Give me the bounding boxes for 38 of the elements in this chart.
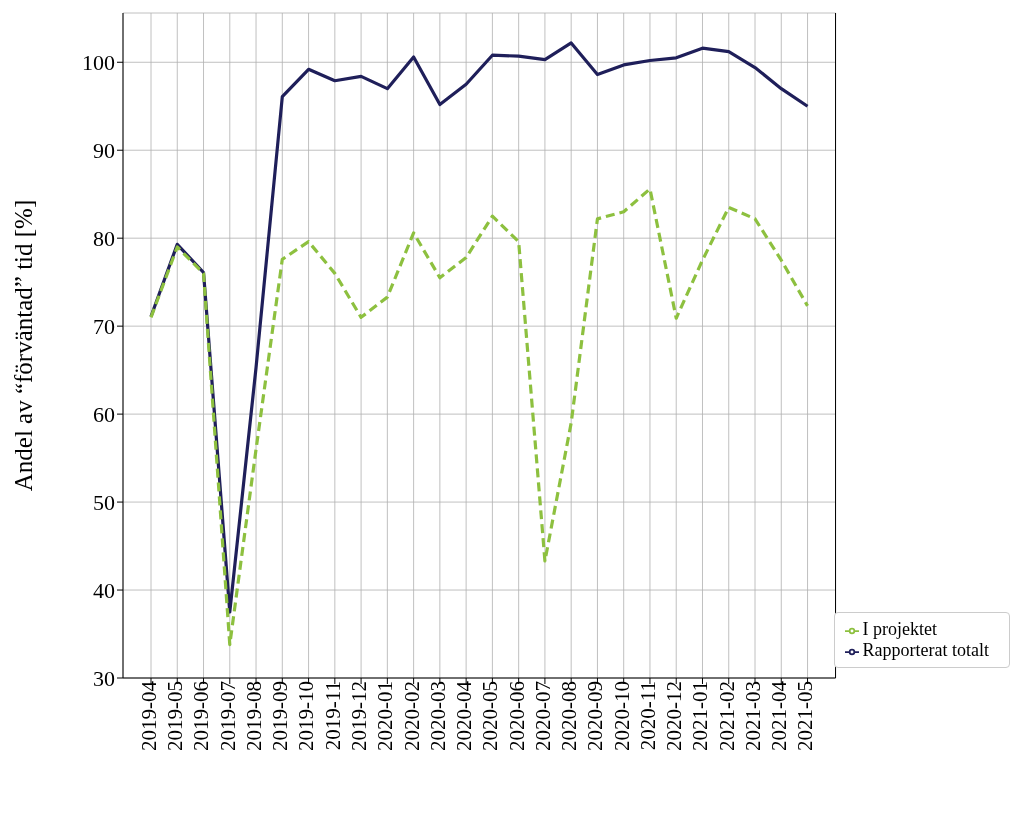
legend-label: Rapporterat totalt [862, 640, 989, 660]
x-tick-label: 2019-04 [136, 680, 161, 751]
y-tick-label: 60 [93, 401, 115, 427]
x-tick-label: 2019-09 [268, 681, 293, 751]
y-tick-label: 40 [93, 577, 115, 603]
x-tick-label: 2021-02 [714, 681, 739, 751]
x-tick-label: 2020-07 [530, 681, 555, 751]
x-tick-label: 2019-07 [215, 681, 240, 751]
x-tick-label: 2020-12 [662, 681, 687, 751]
y-tick-label: 30 [93, 665, 115, 691]
x-tick-label: 2021-01 [688, 681, 713, 751]
x-tick-label: 2020-04 [452, 680, 477, 751]
x-tick-label: 2019-10 [294, 681, 319, 751]
x-tick-label: 2020-10 [609, 681, 634, 751]
x-tick-label: 2020-01 [373, 681, 398, 751]
x-tick-label: 2021-05 [793, 681, 818, 751]
legend-label: I projektet [862, 619, 938, 639]
line-series [149, 187, 810, 647]
x-tick-label: 2020-11 [635, 681, 660, 751]
x-tick-label: 2020-09 [583, 681, 608, 751]
y-tick-label: 50 [93, 489, 115, 515]
x-tick-label: 2019-06 [189, 681, 214, 751]
y-tick-label: 90 [93, 138, 115, 164]
x-tick-label: 2021-04 [767, 680, 792, 751]
x-tick-label: 2019-12 [347, 681, 371, 751]
y-axis-title: Andel av “förväntad” tid [%] [9, 199, 37, 492]
x-tick-label: 2019-11 [320, 681, 345, 751]
x-tick-label: 2020-03 [425, 681, 450, 751]
x-tick-label: 2020-05 [478, 681, 503, 751]
y-tick-label: 70 [93, 313, 115, 339]
x-tick-label: 2020-06 [504, 681, 529, 751]
x-tick-label: 2021-03 [740, 681, 765, 751]
x-tick-label: 2020-08 [557, 681, 582, 751]
x-tick-label: 2020-02 [399, 681, 424, 751]
y-tick-label: 80 [93, 226, 115, 251]
y-tick-label: 100 [82, 50, 115, 76]
x-tick-label: 2019-08 [241, 681, 266, 751]
x-tick-label: 2019-05 [163, 681, 188, 751]
